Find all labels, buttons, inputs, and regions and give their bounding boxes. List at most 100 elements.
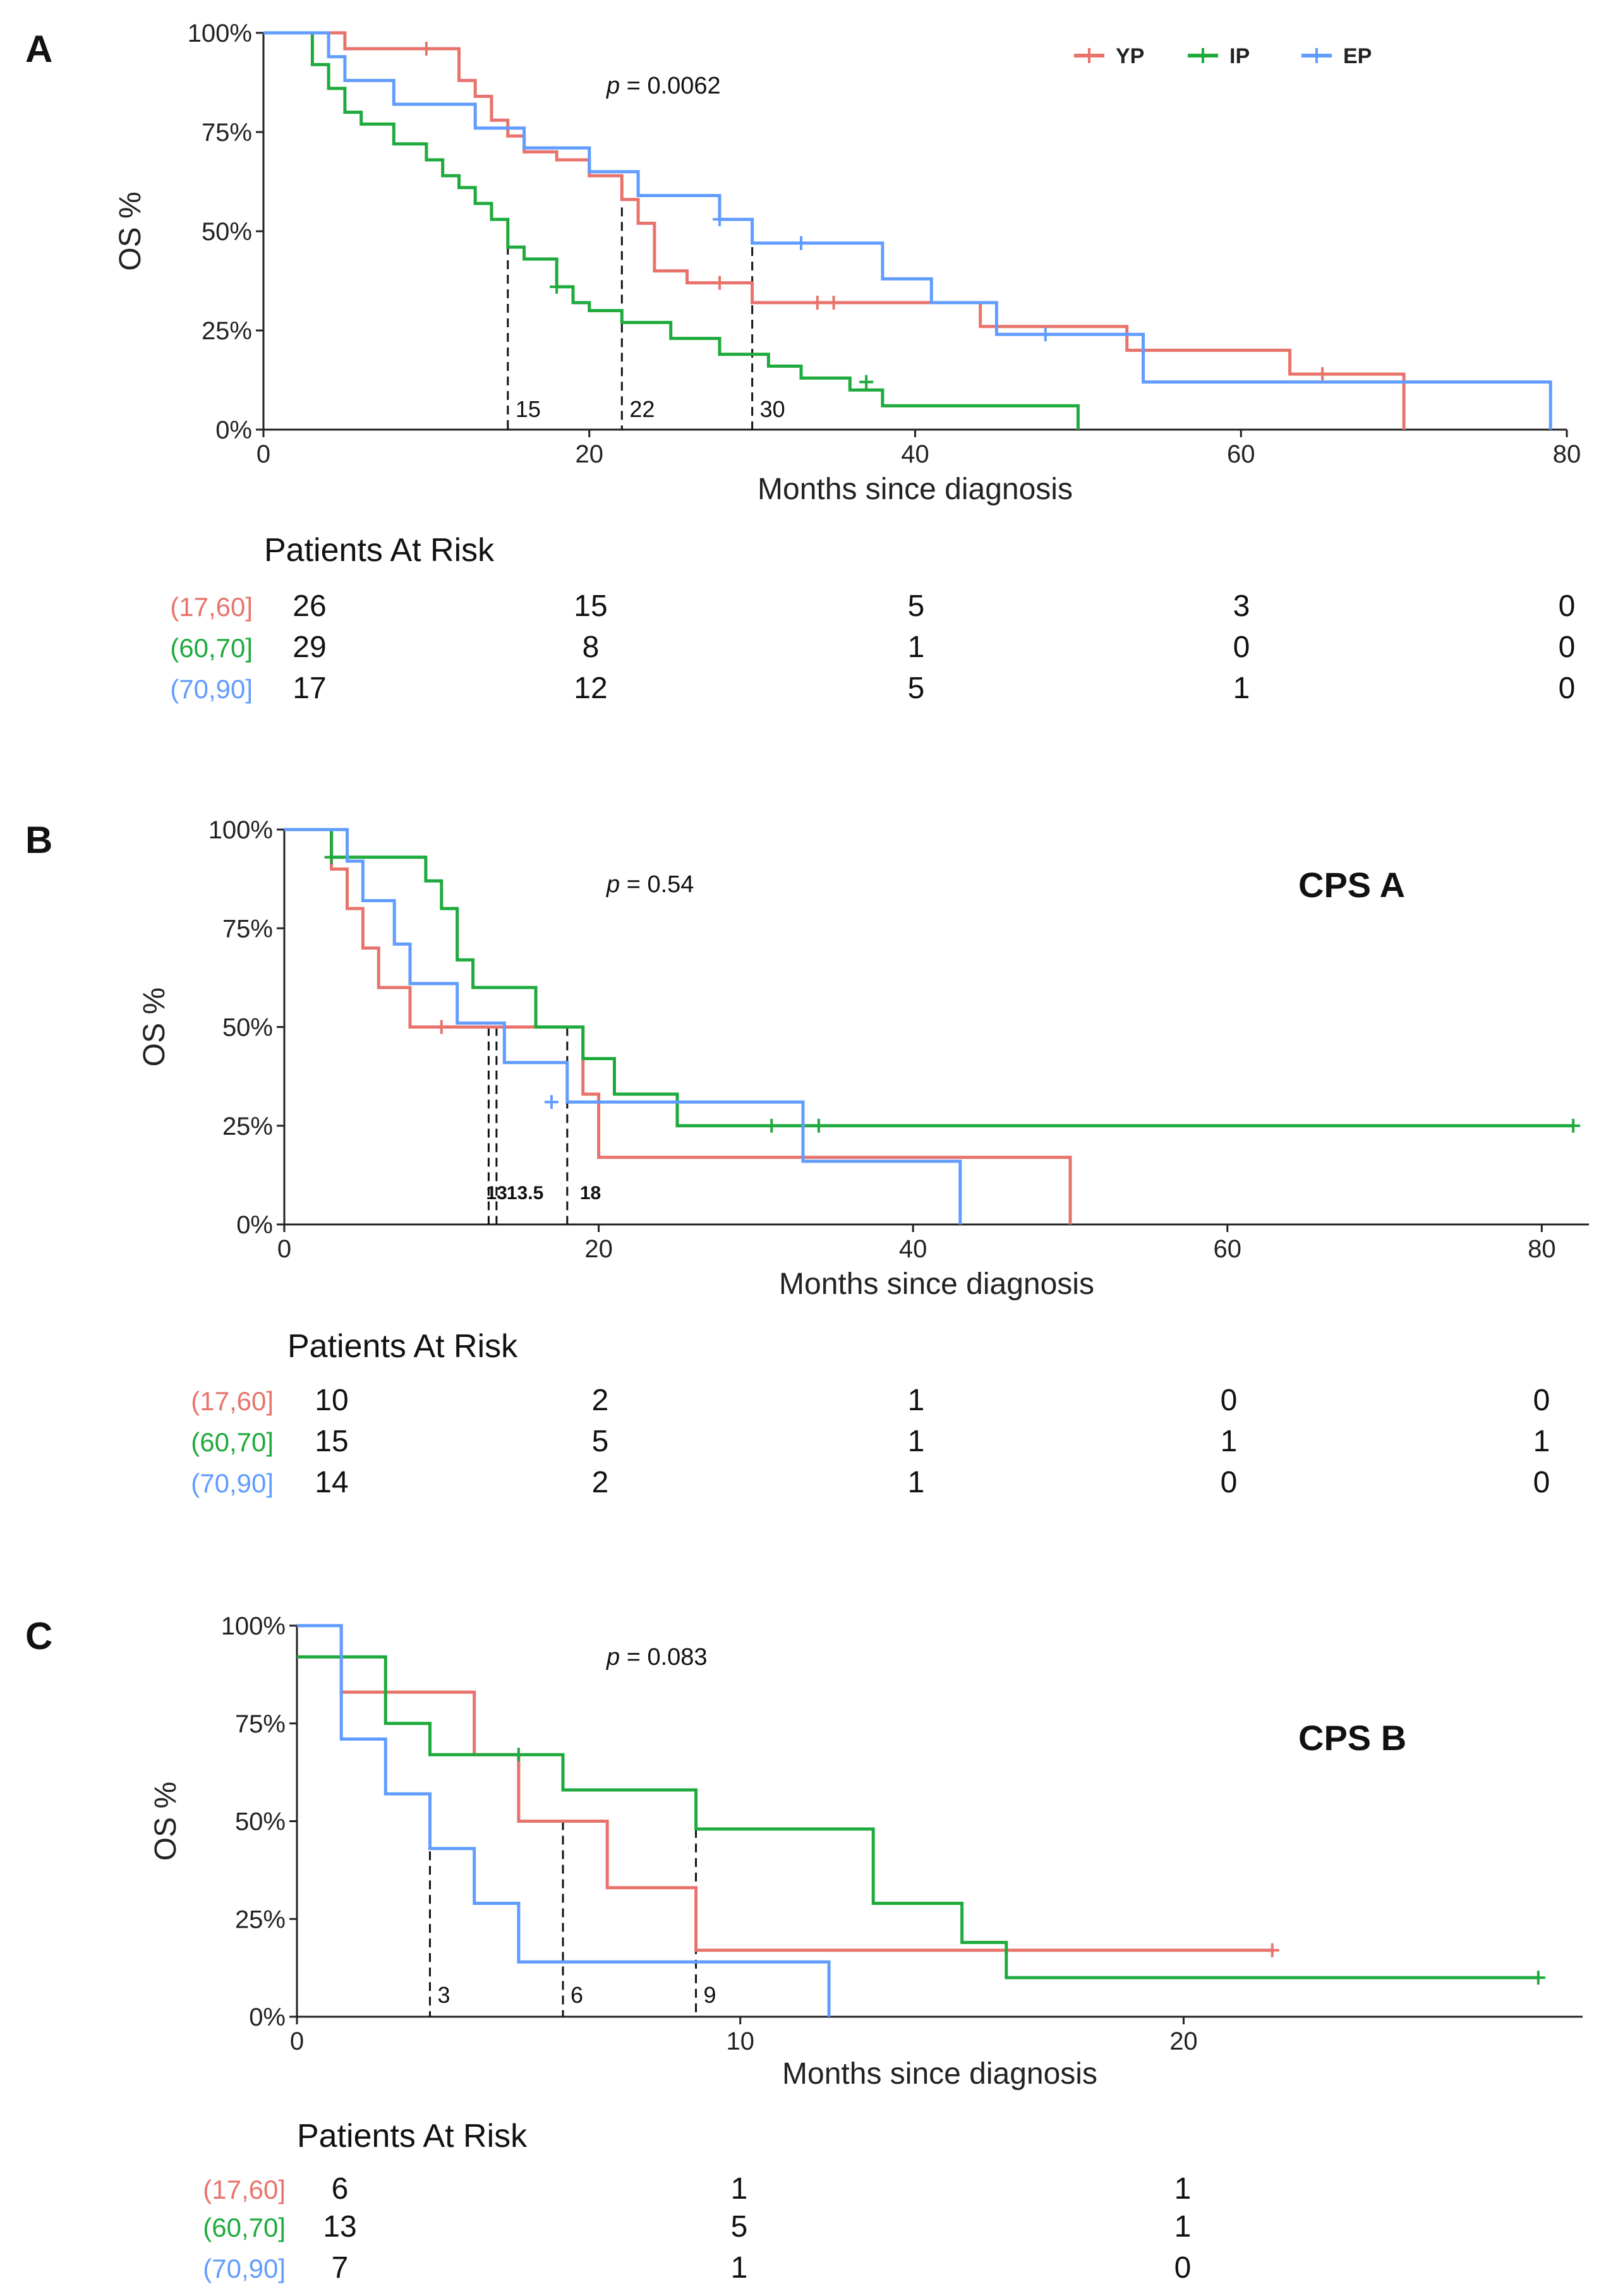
p-value-label: p = 0.54 [606, 871, 694, 898]
survival-curve-yp [284, 828, 1072, 1224]
x-tick-label: 20 [576, 440, 604, 468]
survival-curve-ip [297, 1655, 1538, 1979]
x-tick-label: 0 [290, 2027, 304, 2055]
y-tick-label: 75% [222, 915, 273, 943]
cps-label: CPS A [1298, 865, 1405, 905]
risk-count: 1 [731, 2251, 748, 2285]
x-tick-label: 80 [1553, 440, 1581, 468]
x-tick-label: 60 [1227, 440, 1255, 468]
risk-group-label: (17,60] [191, 1386, 274, 1416]
legend-label-ep: EP [1343, 44, 1372, 68]
median-label: 15 [516, 396, 541, 422]
x-tick-label: 60 [1214, 1235, 1242, 1263]
risk-count: 15 [315, 1425, 348, 1458]
x-tick-label: 80 [1528, 1235, 1556, 1263]
y-axis-label: OS % [138, 988, 171, 1066]
risk-count: 1 [908, 1384, 925, 1417]
survival-curve-yp [263, 31, 1406, 430]
cps-label: CPS B [1298, 1718, 1406, 1758]
risk-count: 7 [332, 2251, 349, 2285]
risk-table-title: Patients At Risk [264, 532, 495, 569]
panel-letter: C [25, 1615, 52, 1657]
risk-table-title: Patients At Risk [297, 2118, 528, 2154]
risk-count: 1 [731, 2172, 748, 2206]
y-tick-label: 50% [202, 218, 252, 246]
risk-count: 1 [1174, 2210, 1192, 2244]
risk-count: 10 [315, 1384, 348, 1417]
survival-curve-ep [284, 828, 962, 1224]
y-tick-label: 0% [215, 416, 252, 444]
median-label: 18 [580, 1183, 601, 1204]
risk-group-label: (17,60] [203, 2175, 286, 2204]
survival-curve-yp [297, 1624, 1272, 1952]
risk-group-label: (60,70] [170, 633, 253, 663]
risk-group-label: (70,90] [170, 674, 253, 704]
y-tick-label: 50% [222, 1014, 273, 1042]
risk-count: 5 [908, 672, 925, 705]
risk-count: 1 [1174, 2172, 1192, 2206]
risk-group-label: (17,60] [170, 592, 253, 622]
risk-group-label: (70,90] [203, 2254, 286, 2283]
risk-count: 2 [592, 1466, 609, 1499]
x-axis-label: Months since diagnosis [782, 2057, 1097, 2091]
risk-count: 1 [1233, 672, 1250, 705]
risk-count: 29 [293, 631, 326, 664]
risk-count: 8 [583, 631, 600, 664]
panel-letter: B [25, 819, 52, 861]
risk-group-label: (70,90] [191, 1468, 274, 1498]
risk-count: 5 [908, 589, 925, 623]
x-axis-label: Months since diagnosis [779, 1267, 1094, 1301]
risk-count: 3 [1233, 589, 1250, 623]
risk-count: 0 [1559, 589, 1576, 623]
risk-count: 0 [1221, 1466, 1238, 1499]
risk-count: 0 [1533, 1466, 1550, 1499]
x-tick-label: 0 [257, 440, 270, 468]
risk-count: 14 [315, 1466, 348, 1499]
risk-count: 5 [731, 2210, 748, 2244]
survival-curve-ep [263, 31, 1552, 430]
y-axis-label: OS % [149, 1782, 183, 1861]
y-tick-label: 100% [188, 20, 252, 47]
median-label: 30 [760, 396, 785, 422]
legend-label-ip: IP [1229, 44, 1250, 68]
y-tick-label: 25% [235, 1906, 286, 1933]
survival-curve-ip [284, 828, 1574, 1128]
risk-count: 0 [1559, 672, 1576, 705]
legend: YP IP EP [1074, 44, 1372, 68]
p-value-label: p = 0.0062 [606, 73, 721, 99]
risk-count: 1 [908, 1466, 925, 1499]
survival-curve-ip [263, 31, 1080, 430]
risk-count: 0 [1559, 631, 1576, 664]
risk-count: 6 [332, 2172, 349, 2206]
risk-count: 15 [574, 589, 607, 623]
risk-count: 5 [592, 1425, 609, 1458]
x-tick-label: 20 [1169, 2027, 1198, 2055]
survival-curve-ep [297, 1624, 831, 2017]
y-tick-label: 100% [221, 1612, 286, 1640]
x-tick-label: 10 [726, 2027, 754, 2055]
risk-count: 26 [293, 589, 326, 623]
median-label: 6 [571, 1982, 583, 2008]
median-label: 9 [704, 1982, 716, 2008]
y-tick-label: 0% [236, 1211, 273, 1239]
x-tick-label: 20 [584, 1235, 613, 1263]
legend-label-yp: YP [1116, 44, 1144, 68]
x-tick-label: 40 [901, 440, 929, 468]
y-tick-label: 25% [202, 317, 252, 345]
y-axis-label: OS % [114, 191, 147, 270]
risk-count: 0 [1221, 1384, 1238, 1417]
x-tick-label: 0 [277, 1235, 291, 1263]
risk-count: 1 [1221, 1425, 1238, 1458]
risk-group-label: (60,70] [191, 1427, 274, 1457]
risk-count: 0 [1174, 2251, 1192, 2285]
median-label: 13.5 [507, 1183, 543, 1204]
risk-count: 0 [1233, 631, 1250, 664]
risk-count: 1 [908, 1425, 925, 1458]
y-tick-label: 100% [208, 816, 273, 844]
risk-count: 2 [592, 1384, 609, 1417]
risk-count: 1 [908, 631, 925, 664]
